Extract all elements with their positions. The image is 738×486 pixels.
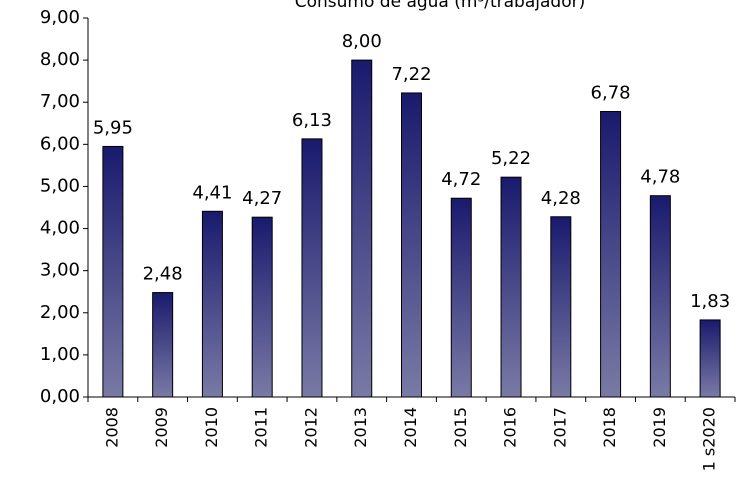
x-tick-label: 2008 [102, 407, 121, 448]
data-label: 1,83 [690, 291, 730, 312]
y-tick-label: 8,00 [40, 49, 80, 70]
x-tick-label: 2016 [501, 407, 520, 448]
bar [450, 197, 472, 398]
data-label: 4,78 [640, 167, 680, 188]
chart-title: Consumo de agua (m³/trabajador) [295, 0, 585, 12]
y-tick-label: 2,00 [40, 302, 80, 323]
y-tick-label: 7,00 [40, 91, 80, 112]
y-tick-label: 0,00 [40, 386, 80, 407]
data-label: 8,00 [342, 31, 382, 52]
x-tick-label: 2017 [550, 407, 569, 448]
data-label: 4,41 [192, 182, 232, 203]
bar [201, 210, 223, 398]
data-label: 7,22 [391, 64, 431, 85]
y-tick-label: 1,00 [40, 344, 80, 365]
bar [102, 145, 124, 398]
data-label: 5,22 [491, 148, 531, 169]
data-label: 6,13 [292, 110, 332, 131]
x-tick-label: 2009 [152, 407, 171, 448]
y-tick-label: 4,00 [40, 218, 80, 239]
y-tick-label: 3,00 [40, 260, 80, 281]
data-label: 5,95 [93, 117, 133, 138]
x-tick-label: 2018 [600, 407, 619, 448]
x-tick-label: 1 s2020 [700, 407, 719, 471]
x-tick-label: 2014 [401, 407, 420, 448]
bar [152, 292, 174, 398]
data-label: 6,78 [591, 82, 631, 103]
data-label: 4,28 [541, 188, 581, 209]
x-tick-label: 2019 [650, 407, 669, 448]
x-tick-label: 2012 [301, 407, 320, 448]
bar [550, 216, 572, 398]
x-tick-label: 2010 [202, 407, 221, 448]
y-tick-label: 6,00 [40, 133, 80, 154]
bar [600, 110, 622, 398]
bar [500, 176, 522, 398]
bar [649, 195, 671, 398]
bar [401, 92, 422, 398]
bar [699, 319, 721, 398]
data-label: 4,27 [242, 188, 282, 209]
y-tick-label: 5,00 [40, 175, 80, 196]
bar [351, 59, 373, 398]
x-tick-label: 2013 [351, 407, 370, 448]
bar [251, 216, 273, 398]
data-label: 4,72 [441, 169, 481, 190]
x-tick-label: 2015 [451, 407, 470, 448]
data-label: 2,48 [143, 264, 183, 285]
bar [301, 138, 323, 398]
y-tick-label: 9,00 [40, 7, 80, 28]
x-tick-label: 2011 [252, 407, 271, 448]
